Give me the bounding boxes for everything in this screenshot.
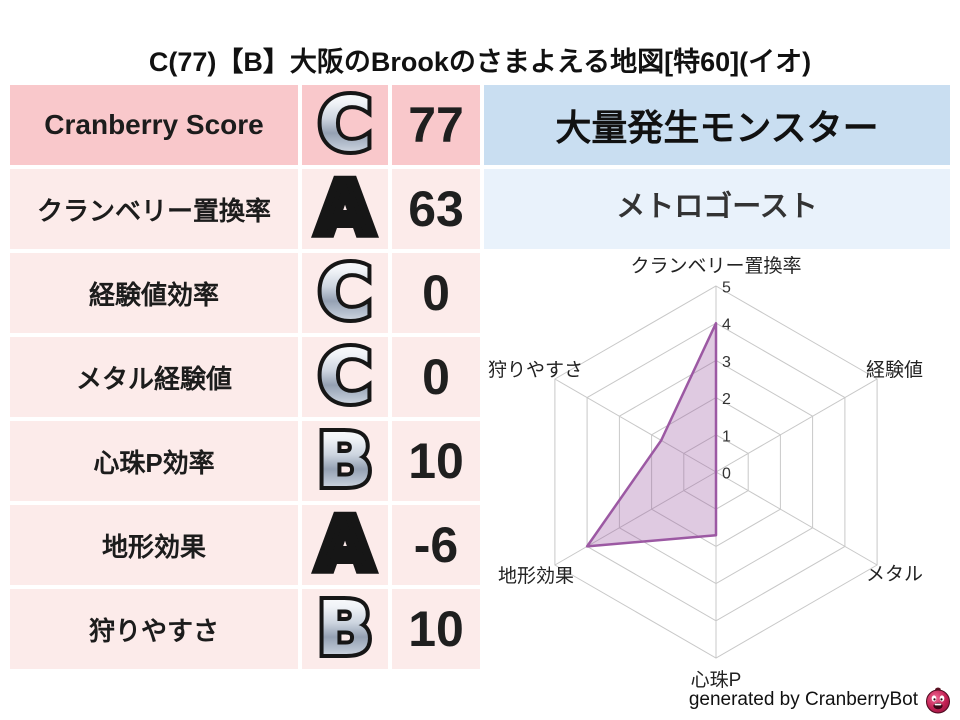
- monster-name-label: メトロゴースト: [616, 191, 818, 223]
- metric-label: Cranberry Score: [44, 109, 264, 140]
- metric-value: 63: [408, 181, 464, 237]
- grade-letter-fill: C: [317, 82, 373, 168]
- radar-tick-label: 0: [722, 466, 731, 483]
- metric-label-cell: 経験値効率: [10, 253, 298, 333]
- footer-credit-text: generated by CranberryBot: [688, 689, 918, 710]
- grade-letter-outline: C: [314, 333, 376, 421]
- score-header-row: Cranberry Score CC 77: [10, 81, 480, 169]
- radar-spoke: [715, 471, 878, 566]
- radar-axis-label: メタル: [866, 563, 923, 585]
- metric-label-cell: メタル経験値: [10, 337, 298, 417]
- metric-value-cell: 77: [392, 85, 480, 165]
- metric-label-cell: クランベリー置換率: [10, 169, 298, 249]
- grade-b-icon: BB: [313, 585, 377, 673]
- grade-letter-fill: A: [316, 502, 374, 588]
- radar-grid-ring: [651, 397, 781, 547]
- metric-label: 狩りやすさ: [88, 615, 219, 646]
- grade-cell: CC: [302, 249, 388, 337]
- metric-label: メタル経験値: [75, 363, 232, 394]
- metric-label: クランベリー置換率: [36, 195, 271, 226]
- metric-label: 地形効果: [101, 531, 206, 562]
- score-row: クランベリー置換率 A A 63: [10, 165, 480, 253]
- score-row: 狩りやすさ BB 10: [10, 585, 480, 673]
- radar-axis-label: 狩りやすさ: [488, 359, 583, 381]
- grade-letter-fill: A: [316, 166, 374, 252]
- radar-tick-label: 2: [722, 391, 731, 408]
- grade-letter-fill: C: [317, 250, 373, 336]
- metric-value: 0: [422, 265, 450, 321]
- radar-axis-label: クランベリー置換率: [630, 255, 801, 277]
- radar-tick-label: 4: [722, 317, 731, 334]
- monster-name: メトロゴースト: [484, 169, 950, 249]
- metric-label-cell: Cranberry Score: [10, 85, 298, 165]
- metric-value-cell: 10: [392, 421, 480, 501]
- grade-c-icon: CC: [314, 81, 376, 169]
- grade-letter-outline: A: [312, 165, 377, 253]
- metric-value: 10: [408, 601, 464, 657]
- radar-axis-label: 経験値: [866, 359, 923, 381]
- radar-tick-label: 1: [722, 428, 731, 445]
- monster-panel-header: 大量発生モンスター: [484, 85, 950, 165]
- grade-c-icon: CC: [314, 249, 376, 337]
- metric-label: 心珠P効率: [93, 447, 215, 478]
- radar-data-polygon: [585, 321, 718, 548]
- metric-value-cell: 10: [392, 589, 480, 669]
- grade-letter-fill: B: [316, 418, 374, 504]
- radar-grid-ring: [554, 285, 878, 659]
- metric-label-cell: 地形効果: [10, 505, 298, 585]
- grade-letter-fill: B: [316, 586, 374, 672]
- metric-value-cell: -6: [392, 505, 480, 585]
- score-table: Cranberry ScoreCC77クランベリー置換率AA63経験値効率CC0…: [10, 81, 480, 673]
- radar-axis-label: 地形効果: [498, 565, 574, 587]
- grade-cell: CC: [302, 81, 388, 169]
- cranberry-icon: [926, 687, 950, 714]
- grade-letter-outline: B: [313, 417, 377, 505]
- radar-tick-label: 3: [722, 354, 731, 371]
- radar-grid-ring: [618, 359, 814, 585]
- grade-c-icon: CC: [314, 333, 376, 421]
- metric-label-cell: 狩りやすさ: [10, 589, 298, 669]
- metric-value-cell: 0: [392, 337, 480, 417]
- score-row: 経験値効率 CC 0: [10, 249, 480, 337]
- page-title: C(77)【B】大阪のBrookのさまよえる地図[特60](イオ): [148, 47, 812, 77]
- grade-letter-outline: A: [312, 501, 377, 589]
- radar-spoke: [554, 378, 717, 473]
- metric-label-cell: 心珠P効率: [10, 421, 298, 501]
- metric-value: 0: [422, 349, 450, 405]
- grade-cell: CC: [302, 333, 388, 421]
- radar-spoke: [554, 471, 717, 566]
- radar-grid-ring: [683, 434, 749, 510]
- metric-value-cell: 63: [392, 169, 480, 249]
- score-row: 心珠P効率 BB 10: [10, 417, 480, 505]
- metric-value-cell: 0: [392, 253, 480, 333]
- metric-value: 10: [408, 433, 464, 489]
- grade-letter-outline: C: [314, 249, 376, 337]
- grade-letter-fill: C: [317, 334, 373, 420]
- score-row: メタル経験値 CC 0: [10, 333, 480, 421]
- grade-letter-outline: C: [314, 81, 376, 169]
- radar-spoke: [715, 378, 878, 473]
- metric-label: 経験値効率: [88, 279, 219, 310]
- metric-value: -6: [413, 517, 459, 573]
- grade-b-icon: BB: [313, 417, 377, 505]
- metric-value: 77: [408, 97, 464, 153]
- radar-tick-label: 5: [722, 280, 731, 297]
- score-row: 地形効果 A A -6: [10, 501, 480, 589]
- grade-letter-outline: B: [313, 585, 377, 673]
- grade-cell: BB: [302, 585, 388, 673]
- radar-grid-ring: [586, 322, 846, 622]
- footer-credit: generated by CranberryBot: [689, 686, 952, 714]
- grade-cell: BB: [302, 417, 388, 505]
- monster-panel-header-label: 大量発生モンスター: [555, 107, 879, 148]
